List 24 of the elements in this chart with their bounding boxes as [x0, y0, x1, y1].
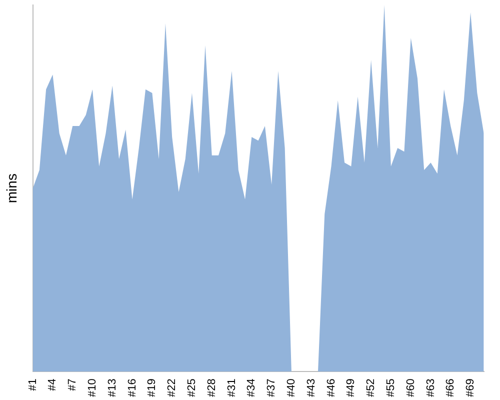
x-tick-label: #13: [106, 378, 118, 398]
x-tick-label: #40: [285, 378, 298, 398]
x-tick-label: #37: [266, 378, 278, 398]
x-tick-label: #66: [444, 378, 457, 398]
x-tick-label: #22: [166, 378, 178, 398]
x-tick-label: #55: [384, 378, 397, 398]
x-tick-label: #4: [46, 378, 59, 391]
x-tick-label: #19: [146, 378, 158, 398]
x-tick-label: #60: [404, 378, 417, 398]
x-tick-label: #69: [464, 378, 477, 398]
x-tick-label: #34: [246, 378, 258, 398]
x-tick-label: #63: [424, 378, 437, 398]
x-tick-label: #46: [325, 378, 338, 398]
x-tick-label: #43: [305, 378, 318, 398]
x-tick-label: #7: [66, 378, 79, 391]
x-tick-label: #28: [206, 378, 218, 398]
y-axis-title: mins: [3, 174, 20, 204]
x-tick-label: #49: [345, 378, 358, 398]
x-tick-label: #25: [186, 378, 198, 398]
x-tick-label: #52: [365, 378, 378, 398]
x-tick-label: #16: [126, 378, 138, 398]
x-tick-label: #31: [226, 378, 238, 398]
x-tick-label: #10: [86, 378, 99, 398]
x-tick-label: #1: [26, 378, 39, 391]
